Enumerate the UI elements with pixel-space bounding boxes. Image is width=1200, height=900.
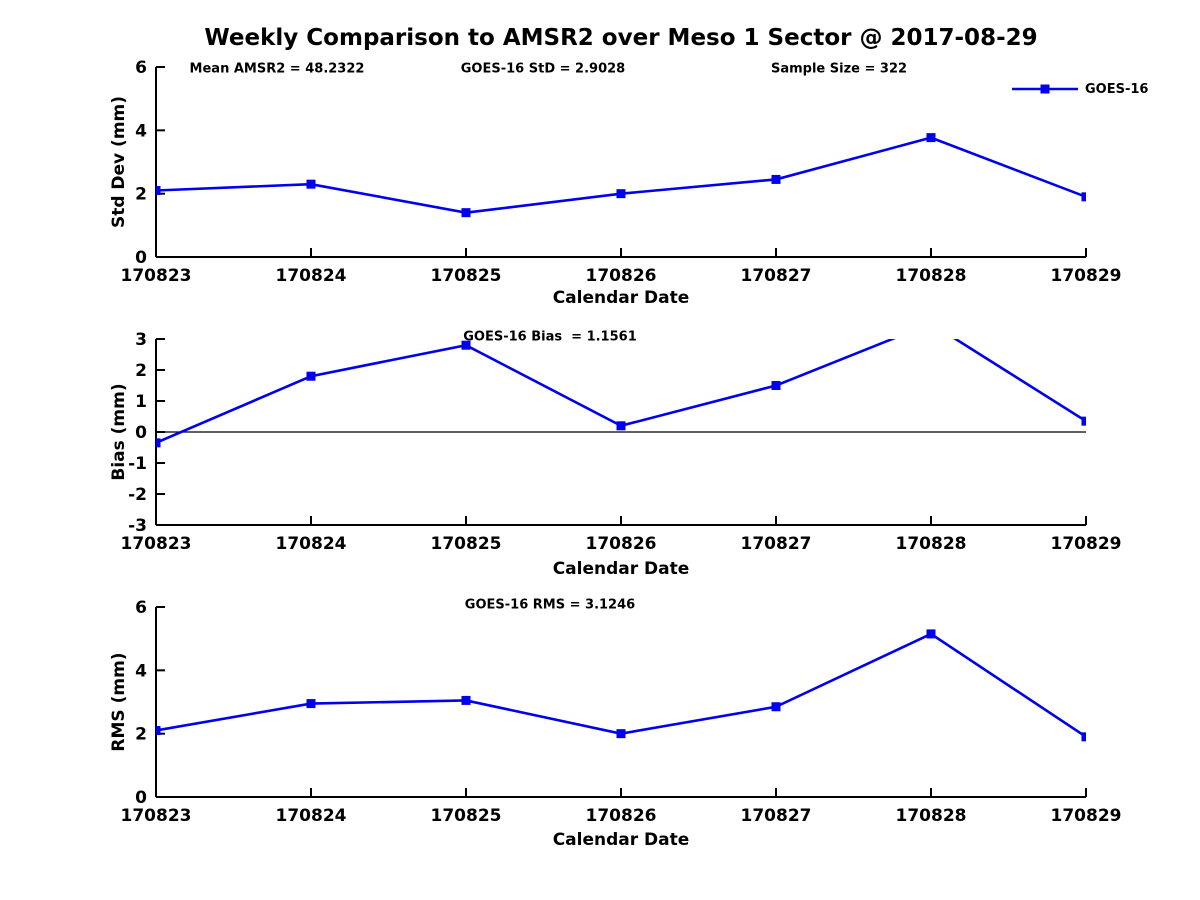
series-GOES-16: [156, 629, 1086, 742]
x-tick-label: 170827: [741, 534, 812, 554]
data-point-marker: [156, 726, 161, 735]
data-point-marker: [926, 629, 936, 639]
data-point-marker: [461, 208, 471, 218]
data-point-marker: [461, 695, 471, 705]
annotation-sample-size: Sample Size = 322: [770, 61, 908, 77]
x-tick-label: 170823: [121, 806, 192, 826]
x-tick-label: 170825: [431, 534, 502, 554]
data-point-marker: [926, 133, 936, 143]
xlabel-stddev: Calendar Date: [552, 288, 690, 308]
x-tick-label: 170828: [896, 266, 967, 286]
data-point-marker: [306, 371, 316, 381]
y-tick-label: 3: [135, 330, 147, 350]
x-tick-label: 170823: [121, 534, 192, 554]
y-tick-label: 2: [135, 361, 147, 381]
data-point-marker: [156, 438, 161, 448]
data-point-marker: [306, 179, 316, 189]
data-point-marker: [1081, 192, 1086, 202]
data-point-marker: [927, 319, 936, 328]
series-GOES-16: [156, 133, 1086, 218]
legend-line-marker-icon: [1012, 84, 1078, 94]
data-point-marker: [461, 340, 471, 350]
series-line: [156, 136, 1086, 214]
x-tick-label: 170825: [431, 806, 502, 826]
series-GOES-16: [156, 319, 1086, 448]
std_dev-subplot: 0 2 4 6 170823 170824 170825 170826 170827 170828…: [121, 58, 1122, 286]
data-point-marker: [616, 421, 626, 431]
y-tick-label: -3: [128, 516, 147, 536]
xlabel-rms: Calendar Date: [552, 830, 690, 850]
x-tick-label: 170825: [431, 266, 502, 286]
data-point-marker: [156, 186, 161, 195]
x-tick-label: 170828: [896, 534, 967, 554]
legend: GOES-16: [1012, 80, 1148, 98]
x-tick-label: 170824: [276, 806, 347, 826]
data-point-marker: [616, 729, 626, 739]
y-tick-label: 0: [135, 423, 147, 443]
y-tick-label: 2: [135, 725, 147, 745]
x-tick-label: 170824: [276, 534, 347, 554]
annotation-goes16-rms: GOES-16 RMS = 3.1246: [464, 597, 636, 613]
y-tick-label: 1: [135, 392, 147, 412]
rms-subplot: 0 2 4 6 170823 170824 170825 170826 170827 170828…: [121, 598, 1122, 826]
series-line: [156, 632, 1086, 738]
y-tick-label: 6: [135, 58, 147, 78]
data-point-marker: [771, 174, 781, 184]
y-tick-label: 4: [135, 121, 147, 141]
y-tick-label: 0: [135, 788, 147, 808]
data-point-marker: [306, 699, 316, 709]
y-tick-label: -2: [128, 485, 147, 505]
y-tick-label: 4: [135, 661, 147, 681]
x-tick-label: 170827: [741, 806, 812, 826]
x-tick-label: 170829: [1051, 266, 1122, 286]
x-tick-label: 170826: [586, 534, 657, 554]
x-tick-label: 170826: [586, 266, 657, 286]
figure-title: Weekly Comparison to AMSR2 over Meso 1 S…: [204, 25, 1038, 51]
annotation-mean-amsr2: Mean AMSR2 = 48.2322: [189, 61, 365, 77]
data-point-marker: [771, 381, 781, 390]
annotation-goes16-bias: GOES-16 Bias = 1.1561: [463, 329, 637, 345]
data-point-marker: [1081, 732, 1086, 742]
bias-subplot: -3 -2 -1 0 1 2 3 170823 170824 170825 170826 170827…: [121, 319, 1122, 554]
data-point-marker: [771, 702, 781, 712]
x-tick-label: 170823: [121, 266, 192, 286]
x-tick-label: 170829: [1051, 534, 1122, 554]
data-point-marker: [1081, 416, 1086, 426]
annotation-goes16-std: GOES-16 StD = 2.9028: [460, 61, 626, 77]
x-tick-label: 170824: [276, 266, 347, 286]
y-tick-label: 6: [135, 598, 147, 618]
x-tick-label: 170828: [896, 806, 967, 826]
y-tick-label: 0: [135, 248, 147, 268]
y-tick-label: 2: [135, 185, 147, 205]
data-point-marker: [616, 189, 626, 199]
x-tick-label: 170829: [1051, 806, 1122, 826]
y-tick-label: -1: [128, 454, 147, 474]
legend-label: GOES-16: [1085, 81, 1149, 97]
x-tick-label: 170827: [741, 266, 812, 286]
xlabel-bias: Calendar Date: [552, 559, 690, 579]
x-tick-label: 170826: [586, 806, 657, 826]
